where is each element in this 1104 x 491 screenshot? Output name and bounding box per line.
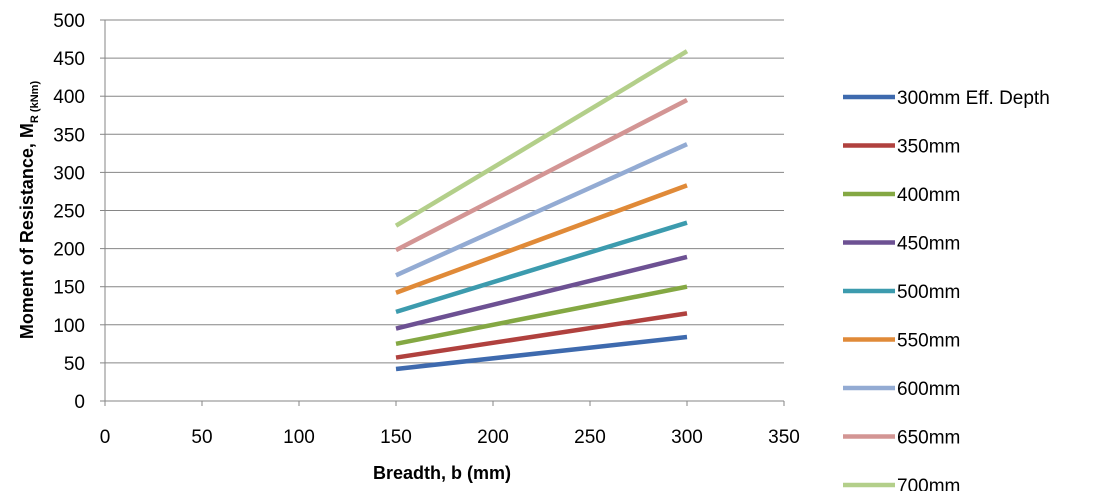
series-line bbox=[395, 220, 688, 314]
y-tick-label: 200 bbox=[53, 240, 85, 261]
y-axis-title-main: Moment of Resistance, M bbox=[17, 123, 37, 339]
legend-item: 650mm bbox=[843, 428, 960, 449]
legend-item: 550mm bbox=[843, 331, 960, 352]
x-tick-label: 150 bbox=[380, 427, 412, 448]
y-tick-label: 300 bbox=[53, 163, 85, 184]
series-line bbox=[395, 254, 688, 331]
x-tick-labels: 0 50 100 150 200 250 300 350 bbox=[100, 427, 800, 448]
series-line bbox=[394, 98, 689, 253]
legend-item: 600mm bbox=[843, 379, 960, 400]
x-tick-label: 100 bbox=[283, 427, 315, 448]
series-line bbox=[395, 183, 688, 295]
x-tick-label: 300 bbox=[671, 427, 703, 448]
y-tick-label: 100 bbox=[53, 316, 85, 337]
legend-label: 650mm bbox=[897, 428, 960, 449]
legend-item: 300mm Eff. Depth bbox=[843, 88, 1050, 109]
series-lines bbox=[394, 49, 689, 372]
series-line bbox=[395, 142, 688, 278]
y-tick-label: 250 bbox=[53, 202, 85, 223]
legend-label: 300mm Eff. Depth bbox=[897, 88, 1050, 109]
y-tick-label: 400 bbox=[53, 87, 85, 108]
gridlines bbox=[105, 19, 784, 364]
y-tick-labels: 0 50 100 150 200 250 300 350 400 450 500 bbox=[53, 11, 85, 413]
legend-label: 700mm bbox=[897, 476, 960, 491]
legend-label: 550mm bbox=[897, 331, 960, 352]
y-tick-label: 150 bbox=[53, 278, 85, 299]
legend-item: 450mm bbox=[843, 234, 960, 255]
y-axis-title: Moment of Resistance, MR (kNm) bbox=[17, 81, 41, 340]
legend-item: 350mm bbox=[843, 137, 960, 158]
x-tick-label: 200 bbox=[477, 427, 509, 448]
series-line bbox=[395, 284, 688, 347]
x-tick-label: 50 bbox=[191, 427, 212, 448]
y-tick-label: 50 bbox=[64, 354, 85, 375]
axes bbox=[100, 19, 785, 406]
series-line bbox=[394, 49, 689, 228]
legend-item: 400mm bbox=[843, 185, 960, 206]
x-tick-label: 0 bbox=[100, 427, 111, 448]
legend-item: 700mm bbox=[843, 476, 960, 491]
x-tick-label: 250 bbox=[574, 427, 606, 448]
series-line bbox=[395, 311, 688, 360]
y-tick-label: 450 bbox=[53, 49, 85, 70]
series-line bbox=[395, 334, 688, 372]
legend: 300mm Eff. Depth 350mm 400mm 450mm 500mm 550m… bbox=[843, 88, 1050, 491]
y-tick-label: 350 bbox=[53, 125, 85, 146]
y-axis-title-subscript: R (kNm) bbox=[29, 81, 41, 124]
legend-item: 500mm bbox=[843, 282, 960, 303]
legend-label: 500mm bbox=[897, 282, 960, 303]
legend-label: 600mm bbox=[897, 379, 960, 400]
legend-label: 450mm bbox=[897, 234, 960, 255]
y-tick-label: 500 bbox=[53, 11, 85, 32]
x-tick-label: 350 bbox=[768, 427, 800, 448]
x-axis-title: Breadth, b (mm) bbox=[373, 463, 511, 483]
y-tick-label: 0 bbox=[74, 392, 85, 413]
legend-label: 350mm bbox=[897, 137, 960, 158]
legend-label: 400mm bbox=[897, 185, 960, 206]
